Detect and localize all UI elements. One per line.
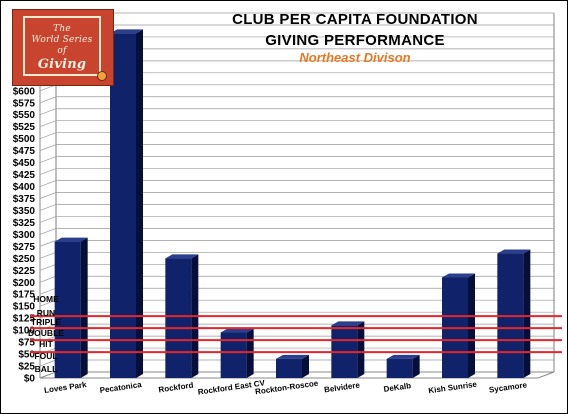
level-label-double: DOUBLE bbox=[28, 328, 64, 338]
gridline bbox=[39, 204, 554, 211]
y-tick-label: $325 bbox=[13, 218, 36, 229]
bar-sycamore bbox=[497, 249, 531, 378]
logo-frame: The World Series of Giving bbox=[23, 16, 101, 76]
y-tick-label: $400 bbox=[13, 182, 36, 193]
bar-kish-sunrise bbox=[442, 273, 475, 378]
bar-side-face bbox=[80, 237, 88, 378]
bar-side-face bbox=[302, 354, 309, 378]
threshold-lines bbox=[30, 315, 562, 354]
y-tick-label: $575 bbox=[13, 98, 36, 109]
gridline bbox=[39, 192, 554, 199]
bar-rockton-roscoe bbox=[276, 354, 309, 378]
level-label-ball: BALL bbox=[35, 364, 58, 374]
y-tick-label: $375 bbox=[13, 194, 36, 205]
level-label-triple: TRIPLE bbox=[31, 317, 62, 327]
gridline bbox=[39, 240, 554, 247]
y-tick-label: $550 bbox=[13, 110, 36, 121]
bar-top-face bbox=[110, 29, 143, 34]
chart-title-line-1: CLUB PER CAPITA FOUNDATION bbox=[232, 11, 478, 28]
bar-side-face bbox=[412, 354, 420, 378]
y-tick-label: $50 bbox=[18, 350, 35, 361]
bar-front-face bbox=[276, 358, 302, 378]
y-tick-label: $475 bbox=[13, 146, 36, 157]
y-tick-label: $250 bbox=[13, 254, 36, 265]
y-tick-label: $200 bbox=[13, 278, 36, 289]
bar-belvidere bbox=[331, 321, 365, 378]
y-tick-label: $25 bbox=[18, 362, 35, 373]
bar-rockford-east-cv bbox=[220, 328, 254, 378]
bar-front-face bbox=[165, 258, 192, 378]
bar-side-face bbox=[357, 321, 365, 378]
bar-side-face bbox=[136, 29, 143, 379]
gridline bbox=[39, 180, 554, 187]
level-label-home: HOME bbox=[33, 294, 59, 304]
y-tick-label: $225 bbox=[13, 266, 36, 277]
gridline bbox=[39, 120, 554, 128]
y-tick-label: $0 bbox=[24, 374, 36, 385]
bar-front-face bbox=[54, 241, 81, 378]
bar-front-face bbox=[386, 358, 413, 378]
world-series-of-giving-logo: The World Series of Giving bbox=[12, 9, 114, 86]
x-tick-label: DeKalb bbox=[383, 381, 412, 394]
y-tick-label: $300 bbox=[13, 230, 36, 241]
chart-title: CLUB PER CAPITA FOUNDATION GIVING PERFOR… bbox=[160, 9, 550, 51]
bar-dekalb bbox=[386, 354, 420, 378]
basketball-icon bbox=[97, 71, 107, 81]
gridline bbox=[39, 144, 554, 151]
logo-text: The World Series of Giving bbox=[25, 24, 99, 72]
y-tick-label: $600 bbox=[13, 86, 36, 97]
logo-line-giving: Giving bbox=[37, 57, 87, 72]
y-tick-label: $100 bbox=[13, 326, 36, 337]
y-tick-label: $175 bbox=[13, 290, 36, 301]
chart-subtitle: Northeast Divison bbox=[299, 50, 411, 65]
gridline bbox=[39, 132, 554, 139]
bar-front-face bbox=[110, 33, 136, 379]
y-tick-label: $525 bbox=[13, 122, 36, 133]
chart-title-line-2: GIVING PERFORMANCE bbox=[265, 32, 445, 49]
logo-line-the: The bbox=[53, 24, 71, 34]
y-tick-label: $350 bbox=[13, 206, 36, 217]
bar-loves-park bbox=[54, 237, 88, 378]
gridline bbox=[39, 168, 554, 175]
gridline bbox=[39, 216, 554, 223]
bar-top-face bbox=[220, 328, 254, 333]
level-label-foul: FOUL bbox=[34, 351, 57, 361]
bar-side-face bbox=[523, 249, 531, 378]
gridline bbox=[39, 156, 554, 163]
y-tick-label: $425 bbox=[13, 170, 36, 181]
logo-line-of: of bbox=[57, 46, 67, 56]
bar-side-face bbox=[246, 328, 254, 378]
y-tick-label: $75 bbox=[18, 338, 35, 349]
bar-top-face bbox=[54, 237, 88, 242]
logo-line-world-series: World Series bbox=[31, 35, 93, 45]
bar-top-face bbox=[442, 273, 475, 278]
bar-top-face bbox=[276, 354, 309, 359]
gridline bbox=[39, 228, 554, 235]
bar-pecatonica bbox=[110, 29, 143, 379]
y-tick-label: $275 bbox=[13, 242, 36, 253]
bar-side-face bbox=[468, 273, 475, 378]
bar-top-face bbox=[497, 249, 531, 254]
gridline bbox=[39, 108, 554, 116]
bar-top-face bbox=[386, 354, 420, 359]
y-tick-label: $125 bbox=[13, 314, 36, 325]
bar-top-face bbox=[165, 254, 199, 259]
y-tick-label: $500 bbox=[13, 134, 36, 145]
y-tick-label: $450 bbox=[13, 158, 36, 169]
y-tick-label: $150 bbox=[13, 302, 36, 313]
bar-top-face bbox=[331, 321, 365, 326]
level-label-run: RUN bbox=[37, 308, 55, 318]
level-label-hit: HIT bbox=[39, 339, 54, 349]
gridline bbox=[39, 96, 554, 104]
